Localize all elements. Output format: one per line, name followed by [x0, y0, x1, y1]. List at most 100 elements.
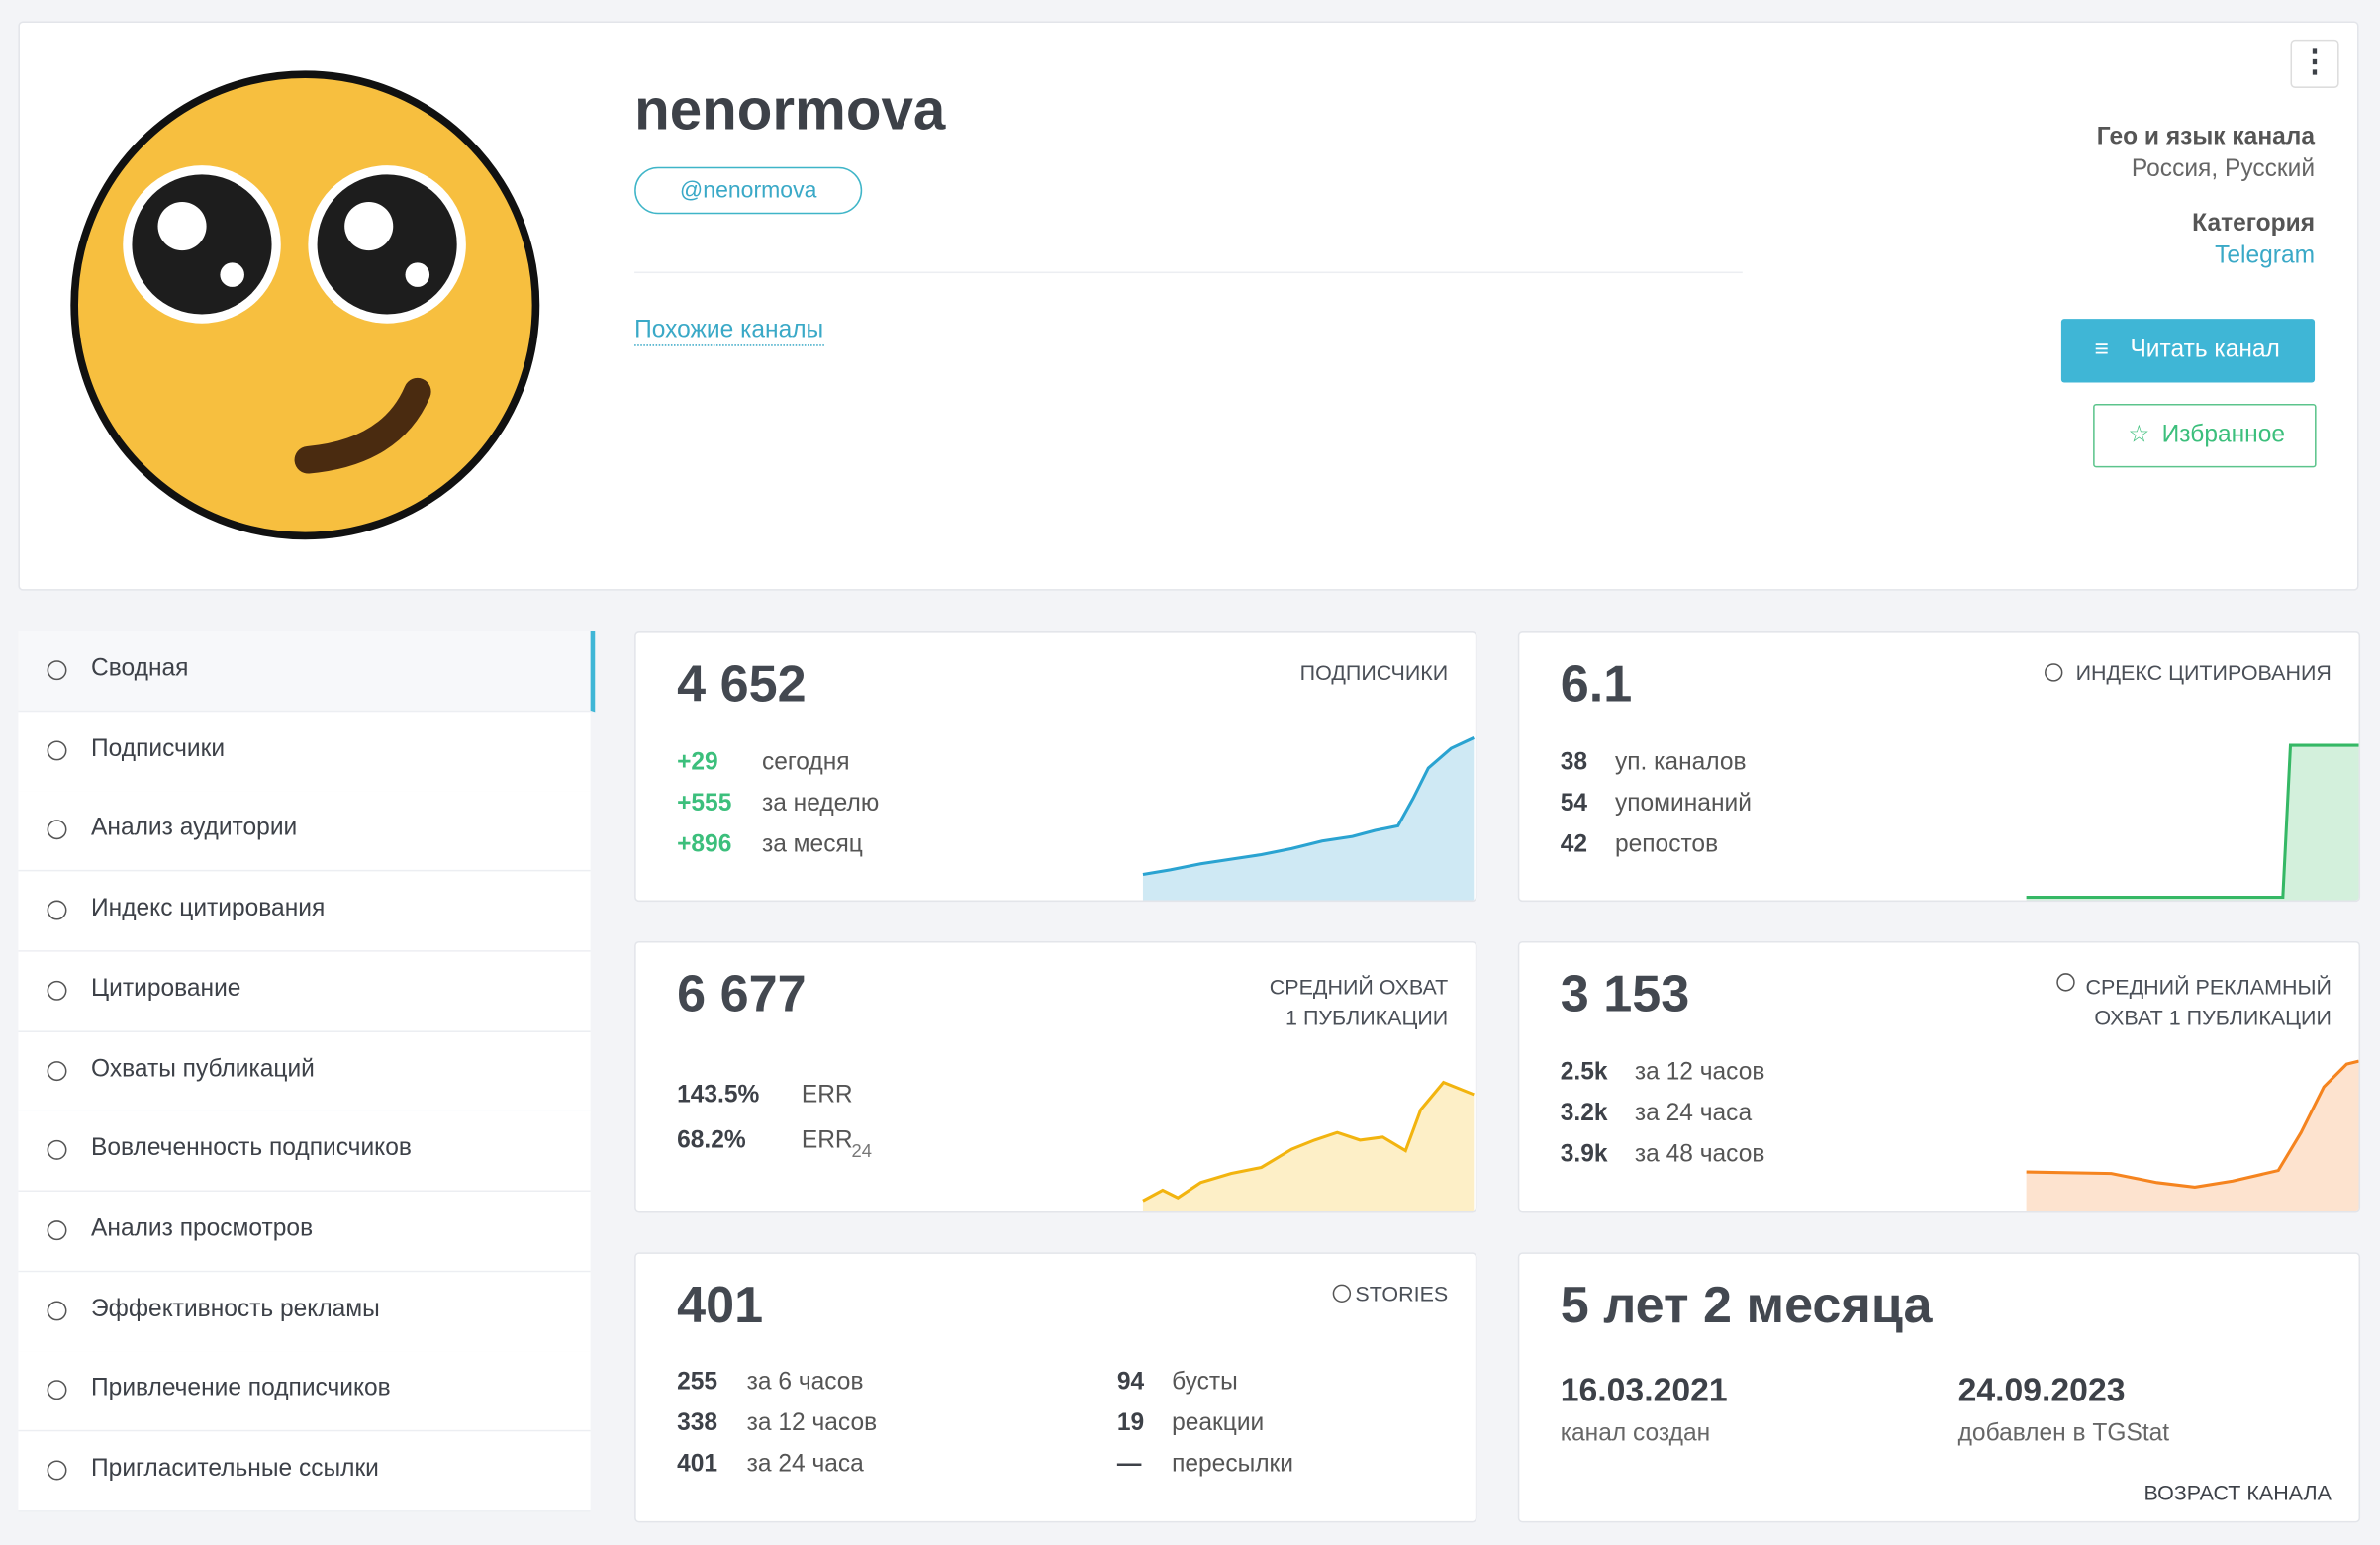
card-value: 6 677 — [677, 965, 807, 1023]
reach-card — [634, 940, 1477, 1213]
card-value: 401 — [677, 1276, 764, 1335]
sidebar-item[interactable]: Вовлеченность подписчиков — [18, 1111, 591, 1193]
stat-label: за 24 часа — [1634, 1101, 1753, 1127]
help-icon — [2045, 663, 2063, 682]
stat-sub: 24 — [851, 1139, 872, 1162]
stat-number: 68.2% — [677, 1127, 746, 1154]
stat-number: 19 — [1116, 1409, 1145, 1436]
sidebar-label: Индекс цитирования — [91, 896, 326, 922]
stat-number: +555 — [677, 791, 732, 818]
stat-number: 401 — [677, 1451, 718, 1478]
stat-label: репостов — [1614, 831, 1719, 858]
card-label: СРЕДНИЙ ОХВАТ — [1269, 974, 1449, 1000]
stat-number: 2.5k — [1560, 1059, 1608, 1086]
sparkline — [2026, 743, 2359, 901]
card-label: ОХВАТ 1 ПУБЛИКАЦИИ — [2094, 1005, 2332, 1029]
sidebar-icon — [47, 1060, 67, 1081]
stat-number: 338 — [677, 1409, 718, 1436]
sidebar-icon — [47, 1220, 67, 1240]
stat-label: за 48 часов — [1634, 1141, 1765, 1168]
card-label: СРЕДНИЙ РЕКЛАМНЫЙ — [2085, 974, 2332, 1000]
sidebar-item[interactable]: Эффективность рекламы — [18, 1271, 591, 1352]
similar-link[interactable]: Похожие каналы — [634, 318, 824, 346]
card-value: 6.1 — [1560, 655, 1633, 714]
sidebar-item[interactable]: Охваты публикаций — [18, 1031, 591, 1112]
sidebar-item[interactable]: Пригласительные ссылки — [18, 1431, 591, 1512]
card-label: STORIES — [1355, 1281, 1449, 1306]
card-value: 3 153 — [1560, 965, 1690, 1023]
sidebar-icon — [47, 900, 67, 920]
sparkline — [1142, 736, 1475, 901]
stat-label: сегодня — [761, 749, 850, 776]
sidebar-label: Вовлеченность подписчиков — [91, 1135, 412, 1162]
stat-number: +29 — [677, 749, 718, 776]
sidebar-label: Привлечение подписчиков — [91, 1376, 391, 1402]
geo-label: Гео и язык канала — [2096, 124, 2316, 150]
stat-number: 54 — [1560, 791, 1588, 818]
stat-label: пересылки — [1172, 1451, 1294, 1478]
stat-number: 143.5% — [677, 1082, 760, 1109]
sidebar-item[interactable]: Анализ просмотров — [18, 1191, 591, 1273]
stat-number: 94 — [1116, 1369, 1145, 1396]
help-icon — [2056, 973, 2075, 992]
sidebar-icon — [47, 1460, 67, 1481]
profile-card — [18, 21, 2359, 591]
ad-reach-card — [1517, 940, 2361, 1213]
card-label: ВОЗРАСТ КАНАЛА — [2143, 1480, 2332, 1504]
added-date: 24.09.2023 — [1957, 1371, 2126, 1409]
sidebar-icon — [47, 1300, 67, 1320]
channel-title: nenormova — [634, 78, 946, 144]
sidebar-item[interactable]: Сводная — [18, 631, 596, 713]
subscribers-card — [634, 631, 1477, 903]
card-label: ИНДЕКС ЦИТИРОВАНИЯ — [2075, 660, 2332, 685]
sidebar-icon — [47, 1380, 67, 1400]
sidebar-item[interactable]: Индекс цитирования — [18, 871, 591, 952]
stat-number: 255 — [677, 1369, 718, 1396]
geo-value: Россия, Русский — [2131, 155, 2316, 183]
sidebar-item[interactable]: Привлечение подписчиков — [18, 1351, 591, 1432]
stat-number: 42 — [1560, 831, 1588, 858]
sidebar-icon — [47, 660, 67, 681]
sidebar-label: Цитирование — [91, 975, 241, 1002]
divider — [634, 271, 1743, 274]
read-button[interactable]: ≡ Читать канал — [2060, 319, 2316, 383]
stat-label: ERR — [801, 1082, 853, 1109]
added-label: добавлен в TGStat — [1957, 1420, 2170, 1447]
read-button-label: Читать канал — [2130, 337, 2280, 363]
sidebar-item[interactable]: Подписчики — [18, 711, 591, 793]
sidebar-item[interactable]: Цитирование — [18, 951, 591, 1032]
sidebar-label: Сводная — [91, 655, 189, 682]
stat-label: за 12 часов — [746, 1409, 878, 1436]
sidebar-icon — [47, 820, 67, 840]
sidebar-label: Анализ просмотров — [91, 1215, 314, 1242]
stat-label: за 6 часов — [746, 1369, 864, 1396]
sparkline — [2026, 1059, 2359, 1211]
stat-label: за неделю — [761, 791, 880, 818]
created-date: 16.03.2021 — [1560, 1371, 1728, 1409]
handle-pill[interactable]: @nenormova — [634, 166, 863, 215]
stat-number: 3.9k — [1560, 1141, 1608, 1168]
stat-label: бусты — [1172, 1369, 1238, 1396]
category-value[interactable]: Telegram — [2215, 242, 2316, 269]
sidebar-icon — [47, 740, 67, 760]
menu-button[interactable]: ⋮ — [2290, 39, 2339, 88]
created-label: канал создан — [1560, 1420, 1711, 1447]
stat-number: 3.2k — [1560, 1101, 1608, 1127]
sidebar-item[interactable]: Анализ аудитории — [18, 791, 591, 873]
stat-label: упоминаний — [1614, 791, 1752, 818]
sparkline — [1142, 1080, 1475, 1211]
stat-label: уп. каналов — [1614, 749, 1747, 776]
favorite-button[interactable]: ☆ Избранное — [2093, 403, 2317, 468]
card-label: ПОДПИСЧИКИ — [1299, 660, 1449, 685]
avatar — [68, 68, 542, 542]
stat-number: 38 — [1560, 749, 1588, 776]
favorite-button-label: Избранное — [2161, 422, 2286, 448]
sidebar-label: Анализ аудитории — [91, 816, 298, 842]
card-value: 4 652 — [677, 655, 807, 714]
stat-number: — — [1116, 1451, 1142, 1478]
stat-label: за 24 часа — [746, 1451, 864, 1478]
sidebar-icon — [47, 1140, 67, 1161]
sidebar-label: Охваты публикаций — [91, 1055, 315, 1082]
